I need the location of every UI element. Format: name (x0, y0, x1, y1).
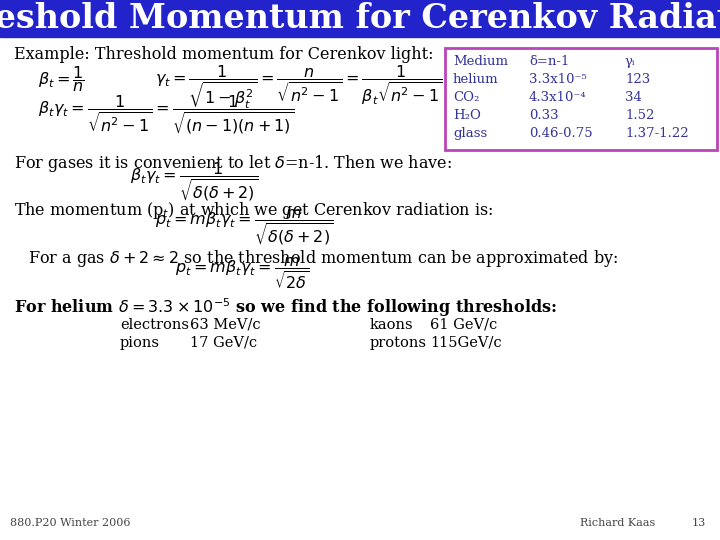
Text: 115GeV/c: 115GeV/c (430, 336, 502, 350)
Text: 880.P20 Winter 2006: 880.P20 Winter 2006 (10, 518, 130, 528)
Text: Threshold Momentum for Cerenkov Radiation: Threshold Momentum for Cerenkov Radiatio… (0, 3, 720, 36)
Text: $\gamma_t = \dfrac{1}{\sqrt{1-\beta_t^2}} = \dfrac{n}{\sqrt{n^2-1}} = \dfrac{1}{: $\gamma_t = \dfrac{1}{\sqrt{1-\beta_t^2}… (155, 64, 442, 111)
Text: protons: protons (370, 336, 427, 350)
Text: 0.33: 0.33 (529, 109, 559, 122)
Text: $\beta_t\gamma_t = \dfrac{1}{\sqrt{n^2-1}} = \dfrac{1}{\sqrt{(n-1)(n+1)}}$: $\beta_t\gamma_t = \dfrac{1}{\sqrt{n^2-1… (38, 94, 294, 137)
Text: For gases it is convenient to let $\delta$=n-1. Then we have:: For gases it is convenient to let $\delt… (14, 153, 452, 174)
Text: $p_t = m\beta_t\gamma_t = \dfrac{m}{\sqrt{\delta(\delta+2)}}$: $p_t = m\beta_t\gamma_t = \dfrac{m}{\sqr… (155, 208, 333, 248)
Text: $\beta_t = \dfrac{1}{n}$: $\beta_t = \dfrac{1}{n}$ (38, 64, 85, 94)
Text: 0.46-0.75: 0.46-0.75 (529, 127, 593, 140)
Text: 34: 34 (625, 91, 642, 104)
Text: γᵢ: γᵢ (625, 55, 636, 68)
Text: For helium $\delta=3.3\times10^{-5}$ so we find the following thresholds:: For helium $\delta=3.3\times10^{-5}$ so … (14, 296, 557, 319)
Text: Richard Kaas: Richard Kaas (580, 518, 655, 528)
Text: 1.52: 1.52 (625, 109, 654, 122)
Text: CO₂: CO₂ (453, 91, 480, 104)
Text: pions: pions (120, 336, 160, 350)
Text: 61 GeV/c: 61 GeV/c (430, 318, 498, 332)
Text: For a gas $\delta+2\approx 2$ so the threshold momentum can be approximated by:: For a gas $\delta+2\approx 2$ so the thr… (28, 248, 618, 269)
Text: electrons: electrons (120, 318, 189, 332)
Bar (0, 0, 720, 37)
Text: $p_t = m\beta_t\gamma_t = \dfrac{m}{\sqrt{2\delta}}$: $p_t = m\beta_t\gamma_t = \dfrac{m}{\sqr… (175, 256, 310, 292)
Text: 4.3x10⁻⁴: 4.3x10⁻⁴ (529, 91, 587, 104)
Text: kaons: kaons (370, 318, 413, 332)
Text: 1.37-1.22: 1.37-1.22 (625, 127, 688, 140)
Text: 17 GeV/c: 17 GeV/c (190, 336, 257, 350)
Text: 123: 123 (625, 73, 650, 86)
Text: Example: Threshold momentum for Cerenkov light:: Example: Threshold momentum for Cerenkov… (14, 46, 433, 63)
Text: glass: glass (453, 127, 487, 140)
Text: $\beta_t\gamma_t = \dfrac{1}{\sqrt{\delta(\delta+2)}}$: $\beta_t\gamma_t = \dfrac{1}{\sqrt{\delt… (130, 161, 258, 204)
Text: 63 MeV/c: 63 MeV/c (190, 318, 261, 332)
Text: helium: helium (453, 73, 499, 86)
Text: The momentum (p$_t$) at which we get Cerenkov radiation is:: The momentum (p$_t$) at which we get Cer… (14, 200, 493, 221)
Text: δ=n-1: δ=n-1 (529, 55, 570, 68)
Text: H₂O: H₂O (453, 109, 481, 122)
FancyBboxPatch shape (445, 48, 717, 150)
Text: Medium: Medium (453, 55, 508, 68)
Text: 3.3x10⁻⁵: 3.3x10⁻⁵ (529, 73, 587, 86)
Text: 13: 13 (692, 518, 706, 528)
